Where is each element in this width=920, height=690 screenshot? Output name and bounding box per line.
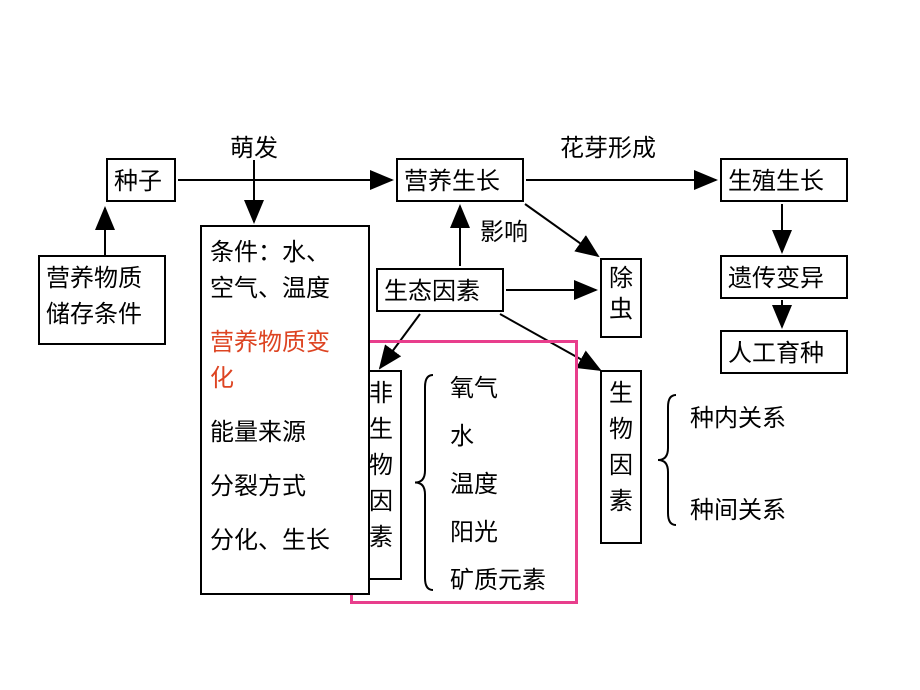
- condition-line: 分裂方式: [210, 469, 360, 505]
- label-oxygen: 氧气: [450, 368, 498, 403]
- node-biotic: 生物因素: [600, 370, 642, 544]
- abiotic-label: 非生物因素: [369, 381, 393, 551]
- condition-line: 能量来源: [210, 415, 360, 451]
- node-seed: 种子: [106, 158, 176, 202]
- condition-line: 营养物质变: [210, 325, 360, 361]
- breeding-label: 人工育种: [728, 341, 824, 367]
- storage-l2: 储存条件: [46, 302, 142, 328]
- node-eco-factor: 生态因素: [376, 268, 504, 312]
- label-sun: 阳光: [450, 512, 498, 547]
- node-pest: 除虫: [600, 258, 642, 338]
- condition-line: 化: [210, 361, 360, 397]
- label-mineral: 矿质元素: [450, 560, 546, 595]
- node-repro-growth: 生殖生长: [720, 158, 848, 202]
- condition-line: 条件：水、: [210, 235, 360, 271]
- label-intra: 种内关系: [690, 398, 786, 433]
- condition-line: 分化、生长: [210, 523, 360, 559]
- node-veg-growth: 营养生长: [396, 158, 524, 202]
- condition-line: 空气、温度: [210, 271, 360, 307]
- label-water: 水: [450, 416, 474, 451]
- conditions-block: 条件：水、空气、温度营养物质变化能量来源分裂方式分化、生长: [200, 225, 370, 595]
- seed-label: 种子: [114, 169, 162, 195]
- biotic-label: 生物因素: [609, 381, 633, 515]
- node-heredity: 遗传变异: [720, 255, 848, 299]
- storage-l1: 营养物质: [46, 266, 142, 292]
- label-influence: 影响: [480, 212, 528, 247]
- node-breeding: 人工育种: [720, 330, 848, 374]
- label-inter: 种间关系: [690, 490, 786, 525]
- heredity-label: 遗传变异: [728, 266, 824, 292]
- eco-label: 生态因素: [384, 279, 480, 305]
- label-flower: 花芽形成: [560, 128, 656, 163]
- veg-label: 营养生长: [404, 169, 500, 195]
- node-storage: 营养物质 储存条件: [38, 255, 166, 345]
- label-temp: 温度: [450, 464, 498, 499]
- label-germinate: 萌发: [230, 128, 278, 163]
- pest-label: 除虫: [609, 266, 633, 323]
- repro-label: 生殖生长: [728, 169, 824, 195]
